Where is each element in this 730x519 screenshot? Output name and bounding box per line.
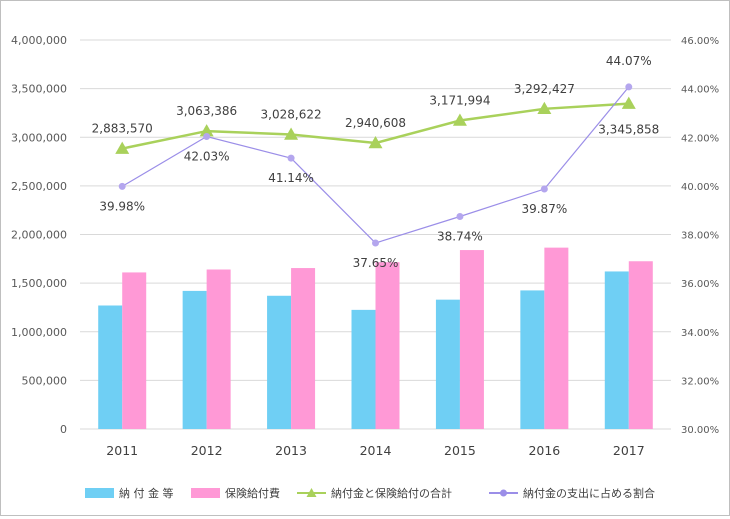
y-right-tick-label: 32.00% bbox=[681, 376, 719, 387]
ratio-marker-2015 bbox=[456, 213, 464, 221]
y-right-tick-label: 34.00% bbox=[681, 328, 719, 339]
legend-marker bbox=[306, 488, 317, 497]
legend-marker bbox=[500, 489, 507, 497]
y-left-tick-label: 4,000,000 bbox=[11, 34, 67, 47]
bar-hoken-2014 bbox=[375, 262, 400, 429]
y-right-tick-label: 46.00% bbox=[681, 36, 719, 47]
legend-swatch bbox=[191, 488, 220, 498]
y-right-tick-label: 40.00% bbox=[681, 182, 719, 193]
x-tick-label: 2014 bbox=[360, 443, 392, 458]
bar-nofukin-2015 bbox=[435, 299, 460, 429]
total-marker-2017 bbox=[621, 96, 636, 109]
legend-item-0: 納 付 金 等 bbox=[85, 486, 174, 500]
bar-hoken-2012 bbox=[206, 269, 231, 429]
bar-hoken-2017 bbox=[628, 261, 653, 429]
ratio-marker-2014 bbox=[372, 239, 379, 247]
total-marker-2014 bbox=[368, 136, 383, 149]
ratio-marker-2012 bbox=[203, 133, 211, 141]
y-left-tick-label: 2,000,000 bbox=[11, 229, 67, 242]
total-data-label: 2,883,570 bbox=[92, 122, 153, 136]
ratio-data-label: 41.14% bbox=[268, 171, 314, 185]
bar-hoken-2016 bbox=[544, 247, 569, 429]
ratio-marker-2016 bbox=[540, 185, 548, 193]
legend-label: 納 付 金 等 bbox=[119, 486, 174, 500]
ratio-data-label: 37.65% bbox=[353, 256, 399, 270]
total-data-label: 3,345,858 bbox=[598, 123, 659, 137]
legend-item-3: 納付金の支出に占める割合 bbox=[489, 486, 655, 500]
legend-label: 納付金と保険給付の合計 bbox=[331, 486, 452, 500]
y-left-tick-label: 2,500,000 bbox=[11, 180, 67, 193]
bar-nofukin-2016 bbox=[520, 290, 545, 429]
bar-hoken-2011 bbox=[122, 272, 147, 429]
bar-nofukin-2011 bbox=[98, 305, 123, 429]
total-data-label: 3,028,622 bbox=[261, 107, 322, 121]
x-tick-label: 2017 bbox=[613, 443, 645, 458]
y-right-tick-label: 44.00% bbox=[681, 85, 719, 96]
x-tick-label: 2015 bbox=[444, 443, 476, 458]
bar-nofukin-2012 bbox=[182, 290, 207, 429]
y-right-tick-label: 38.00% bbox=[681, 231, 719, 242]
x-tick-label: 2011 bbox=[106, 443, 138, 458]
total-marker-2011 bbox=[115, 141, 130, 154]
y-right-tick-label: 42.00% bbox=[681, 133, 719, 144]
ratio-data-label: 38.74% bbox=[437, 230, 483, 244]
ratio-data-label: 39.87% bbox=[521, 202, 567, 216]
total-data-label: 3,171,994 bbox=[429, 94, 490, 108]
total-marker-2013 bbox=[284, 127, 299, 140]
bar-hoken-2015 bbox=[459, 250, 484, 429]
bar-hoken-2013 bbox=[291, 268, 316, 429]
y-left-tick-label: 1,500,000 bbox=[11, 277, 67, 290]
x-tick-label: 2013 bbox=[275, 443, 307, 458]
y-left-tick-label: 500,000 bbox=[22, 374, 68, 387]
y-right-tick-label: 30.00% bbox=[681, 425, 719, 436]
legend-label: 納付金の支出に占める割合 bbox=[523, 486, 655, 500]
y-left-tick-label: 3,500,000 bbox=[11, 83, 67, 96]
legend-item-2: 納付金と保険給付の合計 bbox=[297, 486, 452, 500]
legend-label: 保険給付費 bbox=[225, 486, 280, 500]
y-left-tick-label: 0 bbox=[60, 423, 67, 436]
total-marker-2012 bbox=[199, 124, 214, 137]
ratio-data-label: 44.07% bbox=[606, 54, 652, 68]
total-data-label: 3,292,427 bbox=[514, 82, 575, 96]
x-tick-label: 2016 bbox=[528, 443, 560, 458]
legend-swatch bbox=[85, 488, 114, 498]
y-left-tick-label: 3,000,000 bbox=[11, 131, 67, 144]
ratio-marker-2011 bbox=[118, 182, 126, 190]
x-tick-label: 2012 bbox=[191, 443, 223, 458]
total-marker-2016 bbox=[537, 101, 552, 115]
total-data-label: 3,063,386 bbox=[176, 104, 237, 118]
legend-item-1: 保険給付費 bbox=[191, 486, 280, 500]
ratio-data-label: 42.03% bbox=[184, 150, 230, 164]
y-right-tick-label: 36.00% bbox=[681, 279, 719, 290]
bar-nofukin-2017 bbox=[604, 271, 629, 429]
bar-nofukin-2013 bbox=[267, 295, 292, 429]
total-marker-2015 bbox=[452, 113, 467, 126]
bar-nofukin-2014 bbox=[351, 309, 376, 429]
ratio-data-label: 39.98% bbox=[99, 199, 145, 213]
ratio-marker-2017 bbox=[625, 83, 633, 91]
total-data-label: 2,940,608 bbox=[345, 116, 406, 130]
y-left-tick-label: 1,000,000 bbox=[11, 326, 67, 339]
ratio-marker-2013 bbox=[287, 154, 295, 162]
